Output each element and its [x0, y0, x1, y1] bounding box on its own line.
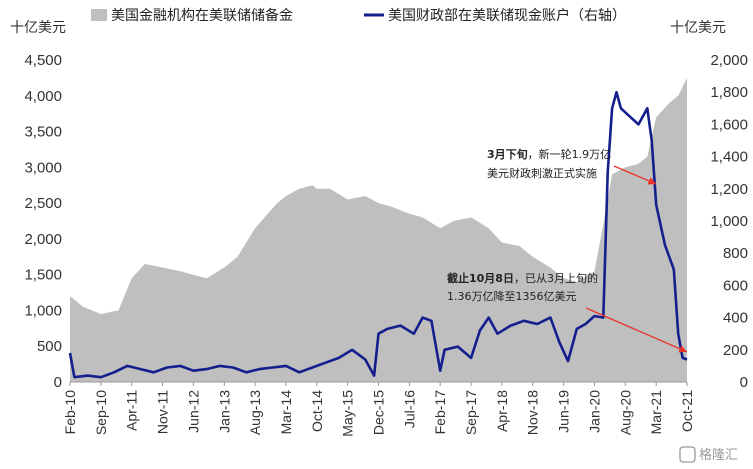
left-tick-label: 1,000	[24, 302, 62, 319]
right-tick-label: 2,000	[710, 52, 748, 69]
x-tick-label: Mar-21	[648, 390, 664, 435]
right-tick-label: 1,800	[710, 84, 748, 101]
left-tick-label: 1,500	[24, 267, 62, 284]
x-tick-label: Feb-10	[62, 390, 78, 435]
x-tick-label: Jul-16	[401, 390, 417, 428]
x-tick-label: Oct-14	[309, 390, 325, 432]
annotation-march-arrow	[613, 165, 657, 185]
right-tick-label: 1,200	[710, 181, 748, 198]
left-tick-label: 4,000	[24, 88, 62, 105]
right-tick-label: 0	[740, 374, 748, 391]
x-tick-label: Mar-14	[278, 390, 294, 435]
left-tick-label: 2,500	[24, 195, 62, 212]
x-tick-label: May-15	[340, 390, 356, 437]
x-tick-label: Nov-11	[155, 390, 171, 434]
watermark-logo-icon	[679, 446, 696, 463]
right-tick-label: 1,000	[710, 213, 748, 230]
left-tick-label: 3,000	[24, 159, 62, 176]
x-tick-label: Nov-18	[525, 390, 541, 435]
left-tick-label: 4,500	[24, 52, 62, 69]
x-tick-label: Dec-15	[371, 390, 387, 435]
left-tick-label: 2,000	[24, 231, 62, 248]
annotation-march-line1: 3月下旬，新一轮1.9万亿	[487, 147, 611, 161]
x-axis: Feb-10 Sep-10 Apr-11 Nov-11 Jun-12 Jan-13 Aug-…	[62, 382, 695, 437]
right-tick-label: 600	[723, 277, 748, 294]
x-tick-label: Apr-18	[494, 390, 510, 432]
left-unit-label: 十亿美元	[10, 20, 66, 36]
left-axis: 4,500 4,000 3,500 3,000 2,500 2,000 1,500 1,000…	[24, 52, 62, 391]
right-tick-label: 400	[723, 310, 748, 327]
x-tick-label: Aug-20	[617, 390, 633, 435]
right-tick-label: 1,400	[710, 149, 748, 166]
annotation-october-arrow	[585, 307, 688, 353]
right-tick-label: 800	[723, 245, 748, 262]
legend: 美国金融机构在美联储储备金 美国财政部在美联储现金账户（右轴）	[91, 7, 626, 24]
reserves-area	[70, 77, 687, 383]
x-tick-label: Feb-17	[432, 390, 448, 435]
left-tick-label: 0	[54, 374, 62, 391]
tga-line	[68, 90, 688, 379]
x-tick-label: Oct-21	[679, 390, 695, 432]
legend-swatch-reserves	[91, 9, 107, 21]
right-unit-label: 十亿美元	[670, 20, 726, 36]
x-tick-label: Jan-13	[216, 390, 232, 433]
annotation-october: 截止10月8日，已从3月上旬的 1.36万亿降至1356亿美元	[447, 271, 688, 353]
x-tick-label: Jan-20	[587, 390, 603, 433]
x-tick-label: Apr-11	[124, 390, 140, 431]
x-tick-label: Jun-12	[185, 390, 201, 433]
annotation-october-line1: 截止10月8日，已从3月上旬的	[447, 271, 598, 285]
annotation-march-line2: 美元财政刺激正式实施	[487, 166, 597, 180]
right-tick-label: 1,600	[710, 116, 748, 133]
x-tick-label: Sep-17	[463, 390, 479, 435]
watermark: 格隆汇	[679, 446, 738, 463]
x-tick-label: Aug-13	[247, 390, 263, 435]
left-tick-label: 500	[37, 338, 62, 355]
x-tick-label: Sep-10	[93, 390, 109, 435]
x-tick-label: Jun-19	[556, 390, 572, 433]
legend-label-reserves: 美国金融机构在美联储储备金	[111, 7, 293, 24]
annotation-march: 3月下旬，新一轮1.9万亿 美元财政刺激正式实施	[487, 147, 657, 185]
right-axis: 2,000 1,800 1,600 1,400 1,200 1,000 800 600 400 2…	[710, 52, 748, 391]
legend-label-tga: 美国财政部在美联储现金账户（右轴）	[388, 7, 626, 24]
right-tick-label: 200	[723, 342, 748, 359]
left-tick-label: 3,500	[24, 124, 62, 141]
annotation-october-line2: 1.36万亿降至1356亿美元	[447, 289, 577, 303]
watermark-text: 格隆汇	[699, 447, 738, 463]
